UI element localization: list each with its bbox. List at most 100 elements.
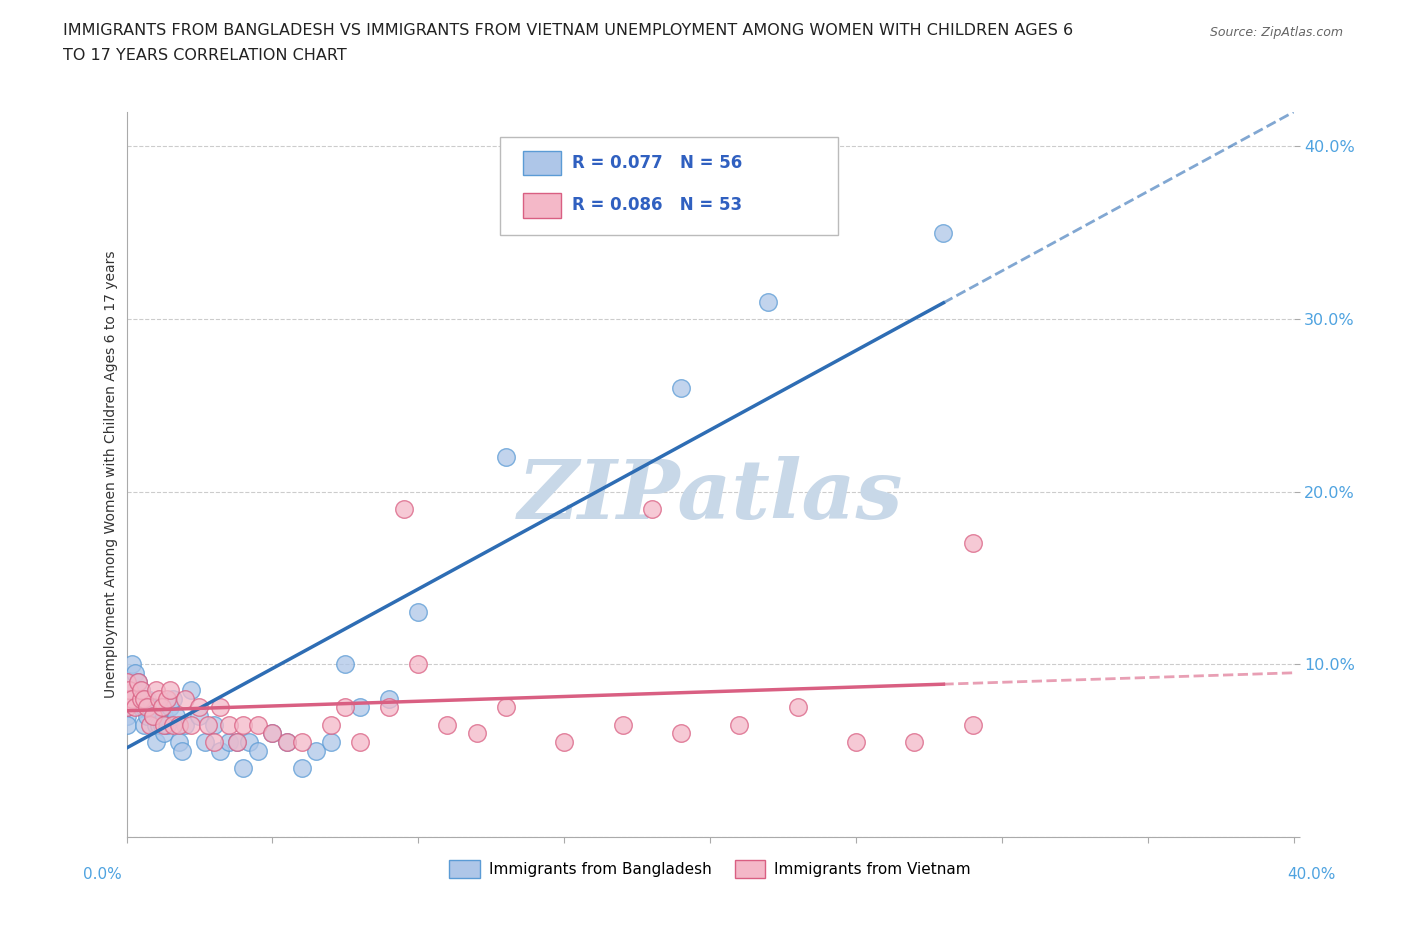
Point bbox=[129, 683, 152, 698]
Point bbox=[218, 717, 240, 732]
Point bbox=[262, 726, 284, 741]
Point bbox=[378, 700, 401, 715]
Point bbox=[669, 380, 692, 395]
Point bbox=[335, 700, 357, 715]
Point bbox=[246, 743, 269, 758]
Point bbox=[232, 717, 254, 732]
Point bbox=[153, 726, 176, 741]
Point bbox=[132, 691, 155, 706]
Point bbox=[115, 700, 138, 715]
Point bbox=[115, 691, 138, 706]
Point bbox=[845, 735, 868, 750]
Point bbox=[162, 717, 184, 732]
FancyBboxPatch shape bbox=[523, 193, 561, 218]
Point bbox=[290, 735, 312, 750]
Point bbox=[226, 735, 249, 750]
Point bbox=[129, 683, 152, 698]
Point bbox=[148, 717, 170, 732]
Point bbox=[208, 743, 231, 758]
Text: Source: ZipAtlas.com: Source: ZipAtlas.com bbox=[1209, 26, 1343, 39]
Point bbox=[174, 691, 197, 706]
Text: ZIPatlas: ZIPatlas bbox=[517, 456, 903, 536]
Point bbox=[202, 717, 225, 732]
Point bbox=[319, 735, 342, 750]
Point bbox=[246, 717, 269, 732]
Point bbox=[612, 717, 634, 732]
Legend: Immigrants from Bangladesh, Immigrants from Vietnam: Immigrants from Bangladesh, Immigrants f… bbox=[443, 854, 977, 883]
Point bbox=[145, 735, 167, 750]
Point bbox=[962, 536, 984, 551]
Point bbox=[165, 709, 187, 724]
Point bbox=[153, 709, 176, 724]
Point bbox=[153, 717, 176, 732]
Point bbox=[167, 717, 190, 732]
Point bbox=[170, 743, 193, 758]
Point bbox=[728, 717, 751, 732]
Point bbox=[129, 700, 152, 715]
Point bbox=[115, 717, 138, 732]
Point bbox=[226, 735, 249, 750]
Point bbox=[142, 709, 165, 724]
Point bbox=[335, 657, 357, 671]
Point bbox=[150, 717, 173, 732]
Point bbox=[115, 674, 138, 689]
Point bbox=[408, 605, 430, 620]
Point bbox=[319, 717, 342, 732]
Point bbox=[392, 501, 415, 516]
Text: R = 0.086   N = 53: R = 0.086 N = 53 bbox=[572, 196, 742, 214]
Point bbox=[115, 691, 138, 706]
Point bbox=[180, 683, 202, 698]
Point bbox=[378, 691, 401, 706]
Point bbox=[121, 691, 143, 706]
Point bbox=[465, 726, 488, 741]
FancyBboxPatch shape bbox=[523, 151, 561, 176]
Point bbox=[148, 691, 170, 706]
Point bbox=[132, 700, 155, 715]
Text: 40.0%: 40.0% bbox=[1288, 867, 1336, 882]
Point bbox=[129, 691, 152, 706]
Point bbox=[145, 717, 167, 732]
Point bbox=[132, 717, 155, 732]
Point bbox=[115, 674, 138, 689]
Point bbox=[115, 700, 138, 715]
Point bbox=[127, 674, 149, 689]
Point bbox=[124, 683, 146, 698]
Point bbox=[142, 709, 165, 724]
Point bbox=[553, 735, 575, 750]
Point bbox=[218, 735, 240, 750]
Point bbox=[127, 674, 149, 689]
Point bbox=[150, 700, 173, 715]
Point bbox=[139, 717, 162, 732]
Point bbox=[180, 717, 202, 732]
Point bbox=[194, 735, 217, 750]
Point bbox=[136, 691, 159, 706]
Point bbox=[349, 700, 371, 715]
Point bbox=[408, 657, 430, 671]
Text: TO 17 YEARS CORRELATION CHART: TO 17 YEARS CORRELATION CHART bbox=[63, 48, 347, 63]
Point bbox=[139, 700, 162, 715]
Point bbox=[262, 726, 284, 741]
Point bbox=[208, 700, 231, 715]
Point bbox=[290, 761, 312, 776]
Text: IMMIGRANTS FROM BANGLADESH VS IMMIGRANTS FROM VIETNAM UNEMPLOYMENT AMONG WOMEN W: IMMIGRANTS FROM BANGLADESH VS IMMIGRANTS… bbox=[63, 23, 1073, 38]
Point bbox=[202, 735, 225, 750]
Point bbox=[962, 717, 984, 732]
Point bbox=[162, 691, 184, 706]
Text: 0.0%: 0.0% bbox=[83, 867, 122, 882]
Point bbox=[167, 735, 190, 750]
Point bbox=[118, 683, 141, 698]
Point bbox=[188, 700, 211, 715]
Point bbox=[197, 717, 219, 732]
Point bbox=[136, 709, 159, 724]
Point bbox=[232, 761, 254, 776]
Point bbox=[124, 666, 146, 681]
Point bbox=[159, 683, 181, 698]
Point bbox=[129, 691, 152, 706]
Point bbox=[276, 735, 298, 750]
Point bbox=[903, 735, 925, 750]
Point bbox=[640, 501, 664, 516]
Y-axis label: Unemployment Among Women with Children Ages 6 to 17 years: Unemployment Among Women with Children A… bbox=[104, 250, 118, 698]
Point bbox=[756, 294, 779, 309]
Point bbox=[132, 691, 155, 706]
Point bbox=[349, 735, 371, 750]
